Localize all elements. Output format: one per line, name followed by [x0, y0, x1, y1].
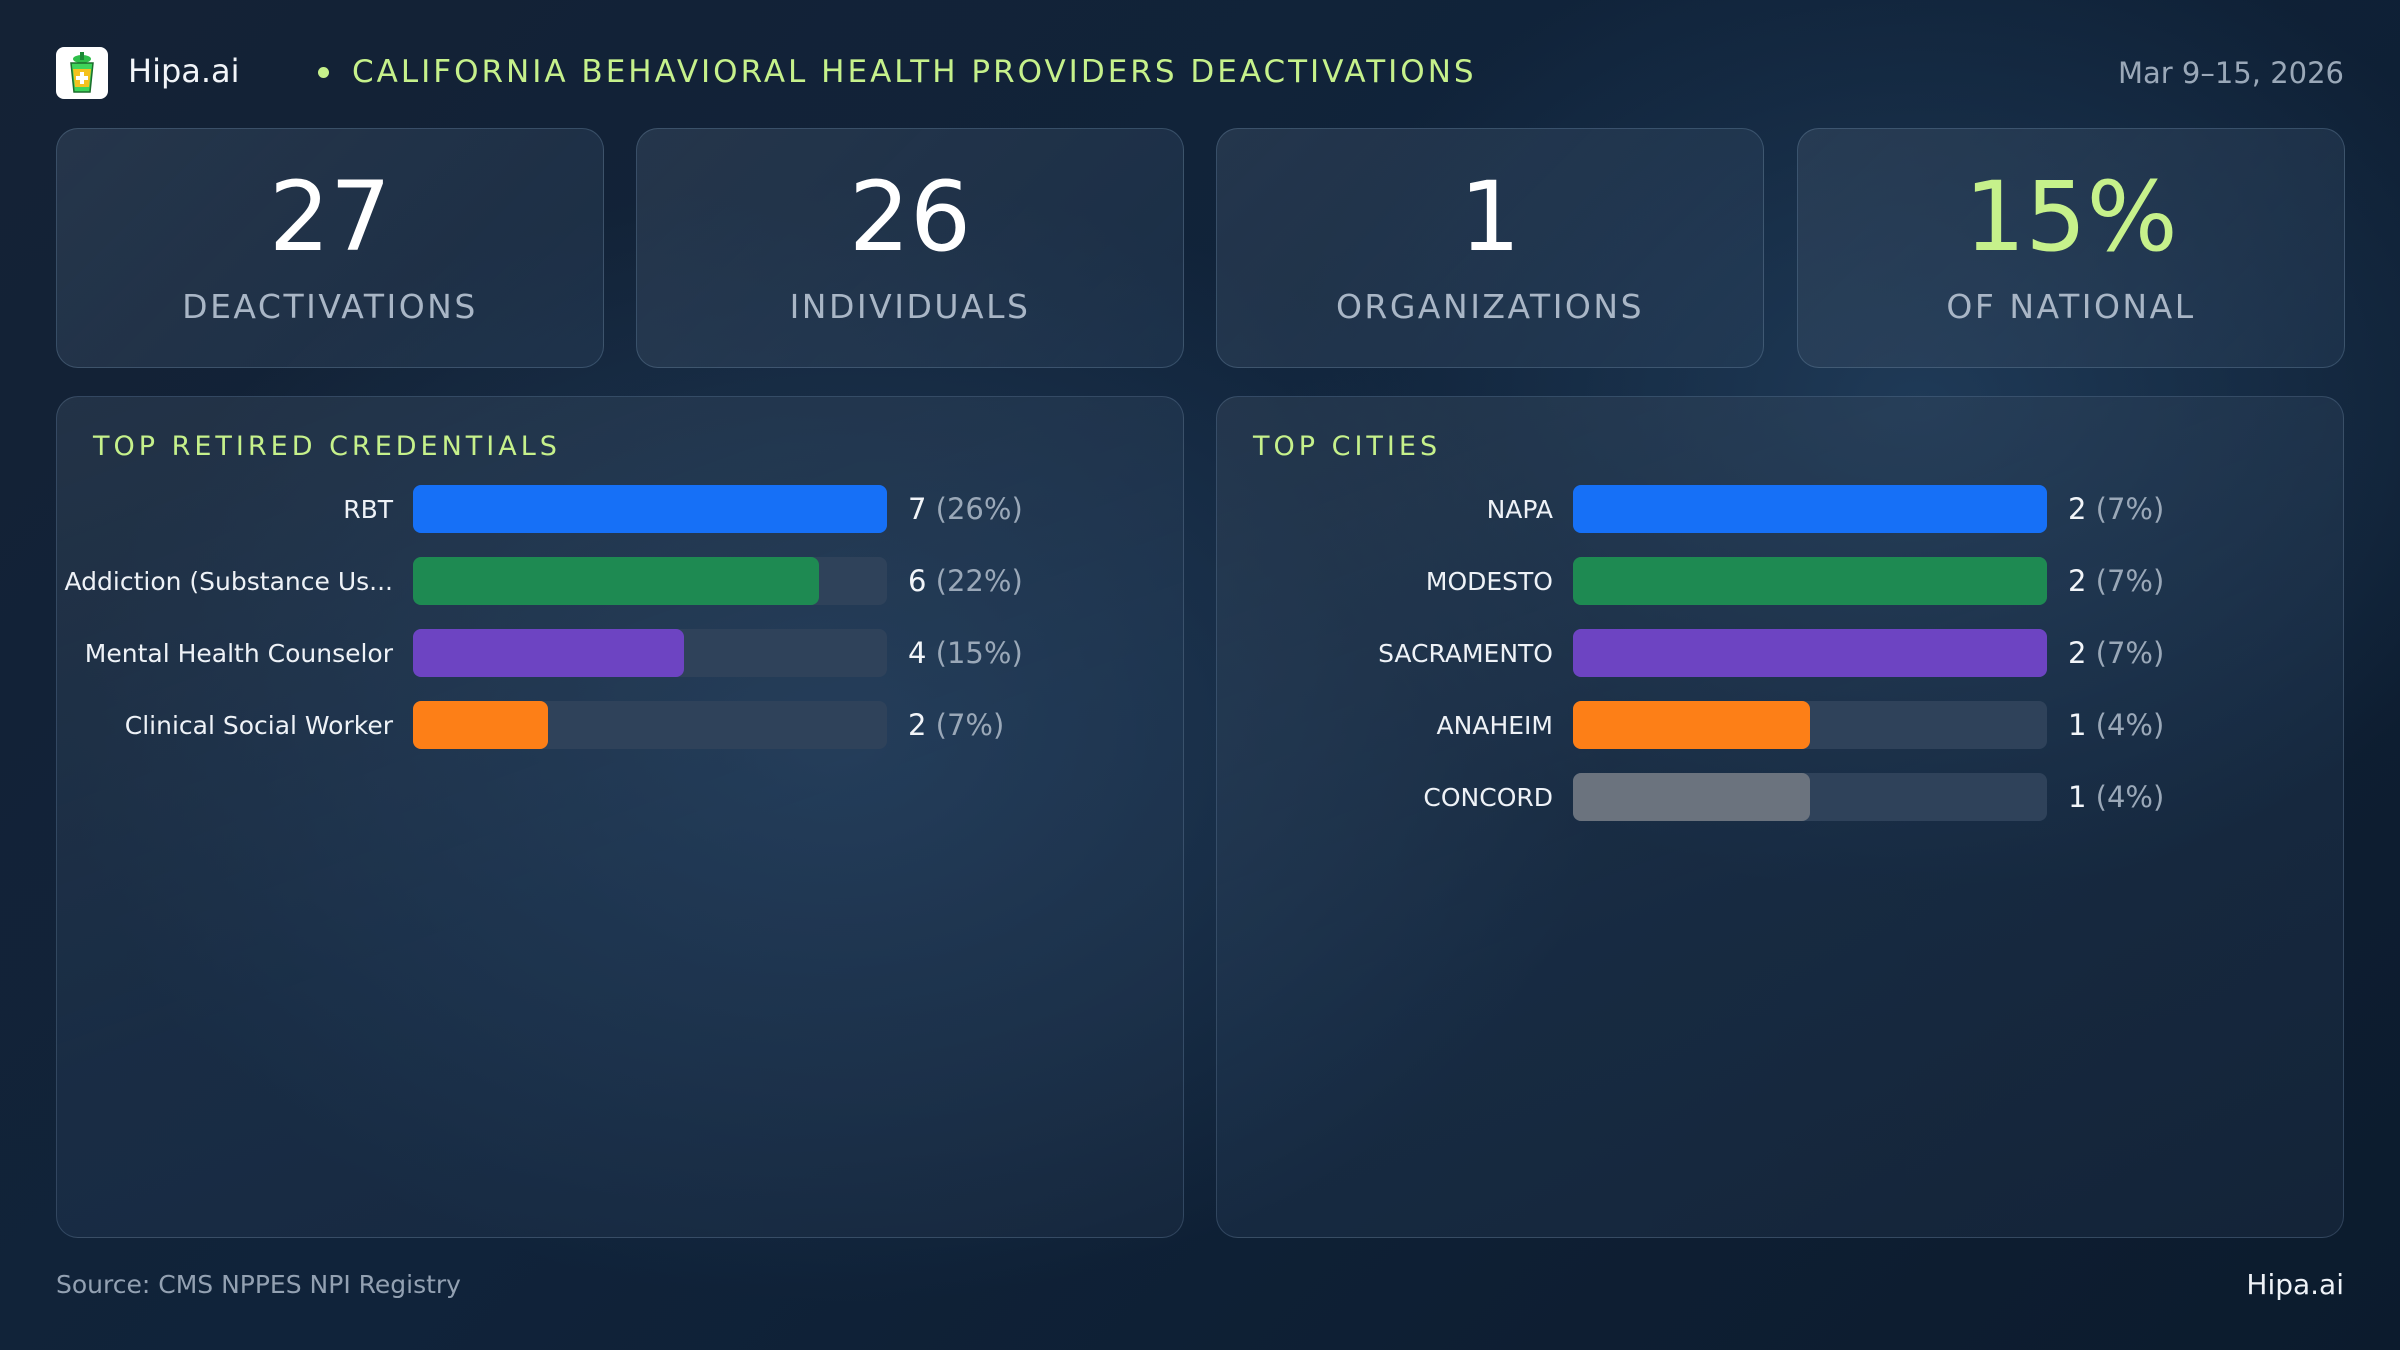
bar-category-label: MODESTO: [1425, 567, 1553, 596]
bar-percent: (7%): [935, 708, 1005, 742]
title-separator-dot: [318, 67, 329, 78]
bar-percent: (7%): [2095, 636, 2165, 670]
bar: [413, 485, 887, 533]
bar-value: 2: [2068, 492, 2087, 526]
bar-value-label: 2 (7%): [2068, 636, 2164, 670]
kpi-card-individuals: 26 INDIVIDUALS: [636, 128, 1184, 368]
bar: [413, 701, 548, 749]
date-range: Mar 9–15, 2026: [2117, 56, 2344, 90]
kpi-card-of-national: 15% OF NATIONAL: [1797, 128, 2345, 368]
panel-title: TOP RETIRED CREDENTIALS: [93, 431, 561, 462]
bar: [413, 629, 684, 677]
bar-percent: (26%): [935, 492, 1023, 526]
bar-value: 7: [908, 492, 927, 526]
kpi-label: ORGANIZATIONS: [1335, 287, 1645, 326]
bar: [1573, 773, 1810, 821]
bar: [1573, 701, 1810, 749]
bar-row: Clinical Social Worker 2 (7%): [57, 701, 1183, 749]
bar-row: Mental Health Counselor 4 (15%): [57, 629, 1183, 677]
credentials-panel: TOP RETIRED CREDENTIALS RBT 7 (26%) Addict…: [56, 396, 1184, 1238]
panel-title: TOP CITIES: [1253, 431, 1442, 462]
page-title: CALIFORNIA BEHAVIORAL HEALTH PROVIDERS D…: [352, 54, 1477, 90]
cities-panel: TOP CITIES NAPA 2 (7%) MODESTO 2 (7%) SACRAM…: [1216, 396, 2344, 1238]
bar-track: [1573, 773, 2047, 821]
bar: [413, 557, 819, 605]
bar-track: [413, 557, 887, 605]
bar-value: 1: [2068, 708, 2087, 742]
footer-brand: Hipa.ai: [2246, 1268, 2344, 1301]
medical-cup-icon: [56, 47, 108, 99]
bar-percent: (7%): [2095, 564, 2165, 598]
bar-row: NAPA 2 (7%): [1217, 485, 2343, 533]
bar-value: 2: [2068, 636, 2087, 670]
bar-row: RBT 7 (26%): [57, 485, 1183, 533]
bar-value-label: 6 (22%): [908, 564, 1023, 598]
bar-row: CONCORD 1 (4%): [1217, 773, 2343, 821]
bar-track: [1573, 485, 2047, 533]
bar-value-label: 2 (7%): [2068, 564, 2164, 598]
kpi-value: 27: [268, 161, 392, 273]
bar-percent: (15%): [935, 636, 1023, 670]
bar: [1573, 557, 2047, 605]
kpi-value: 15%: [1964, 161, 2178, 273]
bar-row: SACRAMENTO 2 (7%): [1217, 629, 2343, 677]
bar-percent: (4%): [2095, 708, 2165, 742]
kpi-label: INDIVIDUALS: [789, 287, 1031, 326]
bar-category-label: ANAHEIM: [1436, 711, 1553, 740]
kpi-row: 27 DEACTIVATIONS 26 INDIVIDUALS 1 ORGANI…: [56, 128, 2345, 368]
brand-name: Hipa.ai: [128, 52, 240, 90]
bar-percent: (22%): [935, 564, 1023, 598]
kpi-card-deactivations: 27 DEACTIVATIONS: [56, 128, 604, 368]
bar-category-label: Mental Health Counselor: [84, 639, 393, 668]
kpi-card-organizations: 1 ORGANIZATIONS: [1216, 128, 1764, 368]
bar-value-label: 2 (7%): [2068, 492, 2164, 526]
bar-category-label: SACRAMENTO: [1378, 639, 1553, 668]
bar-category-label: Clinical Social Worker: [124, 711, 393, 740]
bar-value: 1: [2068, 780, 2087, 814]
bar-track: [1573, 701, 2047, 749]
header: Hipa.ai CALIFORNIA BEHAVIORAL HEALTH PRO…: [56, 46, 2344, 102]
bar-track: [413, 485, 887, 533]
bar-value-label: 2 (7%): [908, 708, 1004, 742]
bar-row: MODESTO 2 (7%): [1217, 557, 2343, 605]
bar-percent: (4%): [2095, 780, 2165, 814]
bar: [1573, 629, 2047, 677]
bar-percent: (7%): [2095, 492, 2165, 526]
bar: [1573, 485, 2047, 533]
bar-value-label: 1 (4%): [2068, 708, 2164, 742]
kpi-value: 1: [1459, 161, 1521, 273]
kpi-value: 26: [848, 161, 972, 273]
kpi-label: DEACTIVATIONS: [182, 287, 478, 326]
bar-value: 6: [908, 564, 927, 598]
bar-value: 4: [908, 636, 927, 670]
source-note: Source: CMS NPPES NPI Registry: [56, 1270, 461, 1299]
bar-value-label: 1 (4%): [2068, 780, 2164, 814]
bar-track: [413, 701, 887, 749]
bar-category-label: Addiction (Substance Us...: [64, 567, 394, 596]
kpi-label: OF NATIONAL: [1946, 287, 2196, 326]
bar-row: Addiction (Substance Us... 6 (22%): [57, 557, 1183, 605]
bar-value: 2: [2068, 564, 2087, 598]
bar-row: ANAHEIM 1 (4%): [1217, 701, 2343, 749]
bar-track: [1573, 629, 2047, 677]
bar-value-label: 7 (26%): [908, 492, 1023, 526]
bar-category-label: CONCORD: [1423, 783, 1553, 812]
bar-track: [1573, 557, 2047, 605]
bar-category-label: NAPA: [1486, 495, 1553, 524]
bar-value: 2: [908, 708, 927, 742]
bar-value-label: 4 (15%): [908, 636, 1023, 670]
bar-track: [413, 629, 887, 677]
bar-category-label: RBT: [343, 495, 393, 524]
